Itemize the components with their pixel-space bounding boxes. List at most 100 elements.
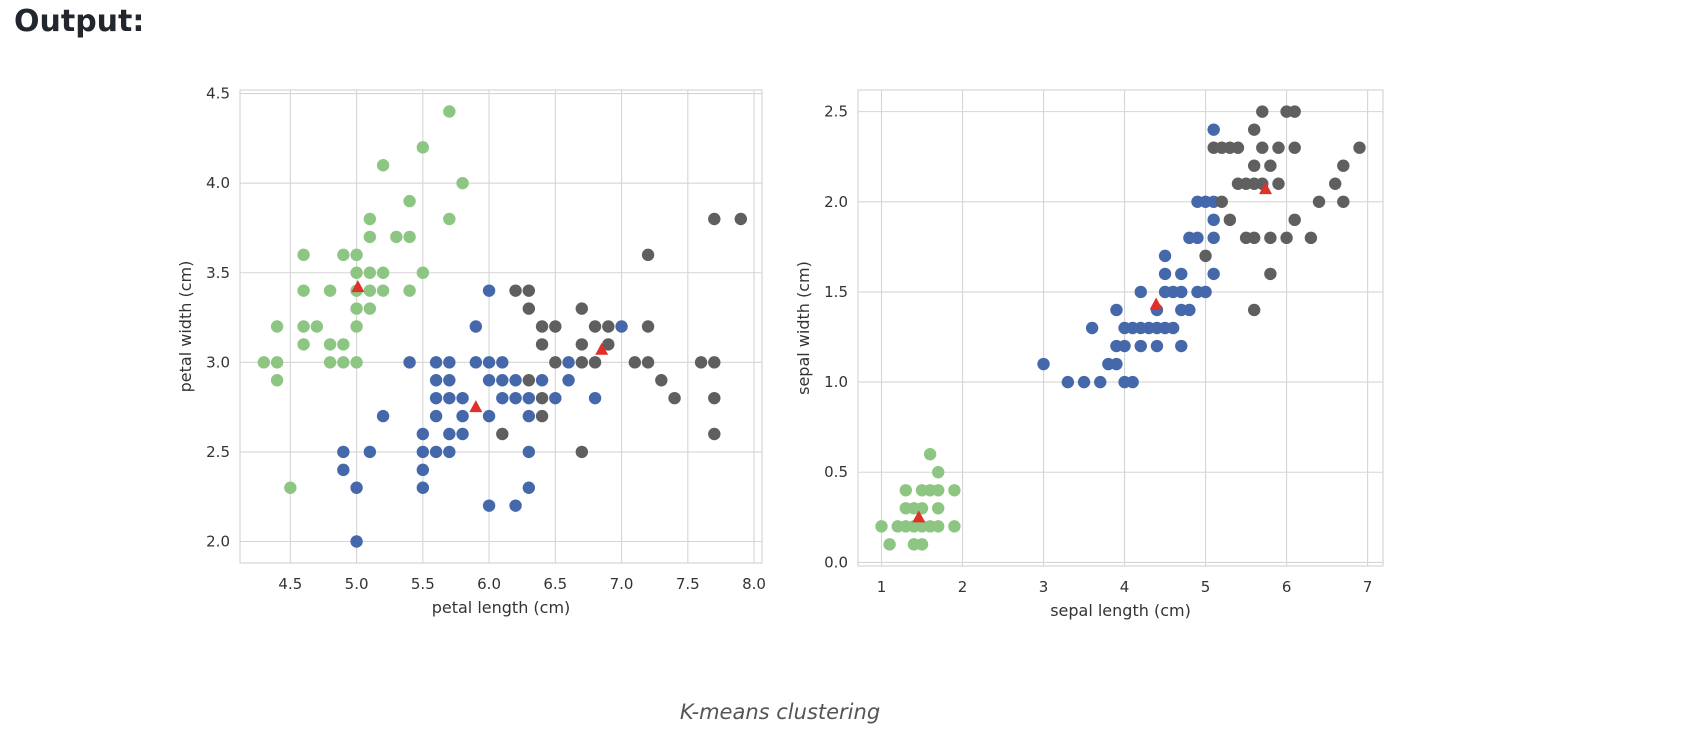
sepal-cluster-2-point (1337, 159, 1350, 172)
petal-x-axis-label: petal length (cm) (432, 598, 571, 617)
petal-cluster-2-point (575, 356, 589, 369)
sepal-x-tick-label: 5 (1201, 578, 1211, 596)
petal-x-tick-label: 5.0 (345, 575, 369, 593)
petal-y-axis-label: petal width (cm) (176, 261, 195, 393)
petal-cluster-0-point (337, 356, 350, 369)
sepal-cluster-2-point (1272, 177, 1285, 190)
petal-cluster-0-point (350, 266, 363, 279)
petal-cluster-1-point (337, 463, 350, 477)
petal-cluster-1-point (429, 445, 443, 459)
petal-cluster-1-point (456, 391, 469, 405)
petal-cluster-1-point (509, 391, 522, 405)
petal-cluster-0-point (403, 194, 416, 208)
petal-cluster-2-point (549, 320, 562, 333)
petal-cluster-2-point (602, 320, 615, 333)
petal-cluster-1-point (456, 427, 469, 441)
petal-cluster-0-point (337, 338, 350, 351)
petal-cluster-0-point (270, 320, 284, 333)
sepal-cluster-1-point (1061, 375, 1075, 389)
sepal-cluster-1-point (1166, 321, 1180, 335)
sepal-cluster-1-point (1158, 267, 1172, 281)
petal-cluster-2-point (522, 284, 536, 297)
petal-x-tick-label: 6.0 (477, 575, 501, 593)
sepal-cluster-2-point (1264, 267, 1277, 281)
petal-cluster-0-point (257, 356, 271, 369)
petal-cluster-1-point (496, 391, 509, 405)
sepal-cluster-2-point (1199, 249, 1212, 263)
petal-cluster-2-point (708, 356, 721, 369)
sepal-cluster-1-point (1175, 267, 1188, 281)
sepal-cluster-2-point (1280, 231, 1293, 245)
sepal-cluster-0-point (932, 520, 945, 533)
sepal-cluster-0-point (875, 520, 888, 533)
sepal-scatter-chart: 1 2 3 4 5 6 7 0.0 0.5 1.0 1.5 2.0 2.5 sepal length (c… (794, 89, 1384, 620)
output-heading: Output: (14, 4, 145, 39)
petal-y-tick-label: 4.0 (206, 174, 230, 192)
petal-cluster-0-point (363, 266, 377, 279)
petal-cluster-2-point (655, 374, 668, 387)
sepal-cluster-2-point (1231, 141, 1245, 154)
petal-cluster-0-point (323, 284, 337, 297)
petal-x-tick-label: 5.5 (411, 575, 435, 593)
sepal-centroid-marker (1259, 182, 1273, 195)
sepal-x-tick-label: 3 (1039, 578, 1049, 596)
petal-cluster-1-point (522, 391, 536, 405)
petal-cluster-2-point (535, 338, 549, 351)
petal-cluster-0-point (350, 320, 363, 333)
petal-centroid-marker (469, 400, 483, 413)
sepal-cluster-0-point (883, 538, 896, 551)
sepal-centroid-marker (912, 510, 926, 523)
petal-scatter-chart: 4.5 5.0 5.5 6.0 6.5 7.0 7.5 8.0 2.0 2.5 3.0 3.5 4.0 4… (176, 85, 766, 617)
petal-cluster-0-point (270, 356, 284, 369)
sepal-cluster-1-point (1110, 357, 1123, 371)
petal-cluster-0-point (297, 248, 310, 262)
petal-cluster-1-point (376, 409, 390, 423)
petal-cluster-1-point (509, 374, 522, 387)
sepal-cluster-1-point (1175, 285, 1188, 299)
petal-y-tick-label: 2.5 (206, 443, 230, 461)
sepal-cluster-2-point (1264, 231, 1277, 245)
petal-cluster-1-point (469, 320, 483, 333)
petal-cluster-0-point (350, 302, 363, 315)
sepal-cluster-0-point (899, 484, 913, 497)
sepal-y-tick-label: 0.0 (824, 553, 848, 571)
petal-cluster-1-point (469, 356, 483, 369)
petal-x-tick-label: 4.5 (278, 575, 302, 593)
petal-cluster-0-point (416, 141, 430, 154)
petal-cluster-1-point (522, 445, 536, 459)
sepal-cluster-0-point (932, 502, 945, 515)
petal-cluster-0-point (323, 338, 337, 351)
petal-cluster-1-point (416, 463, 430, 477)
petal-cluster-0-point (297, 284, 310, 297)
sepal-cluster-2-point (1264, 159, 1277, 172)
petal-cluster-1-point (429, 356, 443, 369)
petal-cluster-0-point (323, 356, 337, 369)
petal-cluster-0-point (390, 230, 403, 244)
petal-cluster-1-point (443, 445, 456, 459)
petal-x-tick-label: 8.0 (742, 575, 766, 593)
petal-cluster-0-point (297, 320, 310, 333)
sepal-cluster-2-point (1247, 303, 1261, 317)
petal-y-tick-label: 2.0 (206, 533, 230, 551)
sepal-y-tick-label: 2.0 (824, 193, 848, 211)
petal-cluster-1-point (588, 391, 602, 405)
sepal-cluster-1-point (1134, 339, 1147, 353)
petal-cluster-0-point (376, 159, 390, 172)
petal-cluster-1-point (416, 445, 430, 459)
sepal-x-tick-label: 2 (958, 578, 968, 596)
petal-y-tick-label: 3.5 (206, 264, 230, 282)
petal-cluster-1-point (416, 427, 430, 441)
petal-cluster-2-point (575, 338, 589, 351)
sepal-cluster-1-point (1191, 231, 1204, 245)
petal-y-tick-label: 4.5 (206, 85, 230, 103)
sepal-x-tick-label: 1 (877, 578, 887, 596)
petal-cluster-2-point (641, 320, 655, 333)
petal-cluster-0-point (284, 481, 297, 494)
kmeans-figure: 4.5 5.0 5.5 6.0 6.5 7.0 7.5 8.0 2.0 2.5 3.0 3.5 4.0 4… (176, 85, 1384, 620)
petal-cluster-2-point (535, 320, 549, 333)
petal-cluster-2-point (549, 356, 562, 369)
sepal-cluster-2-point (1247, 231, 1261, 245)
petal-cluster-0-point (403, 284, 416, 297)
sepal-cluster-1-point (1199, 285, 1212, 299)
petal-cluster-1-point (482, 499, 496, 512)
